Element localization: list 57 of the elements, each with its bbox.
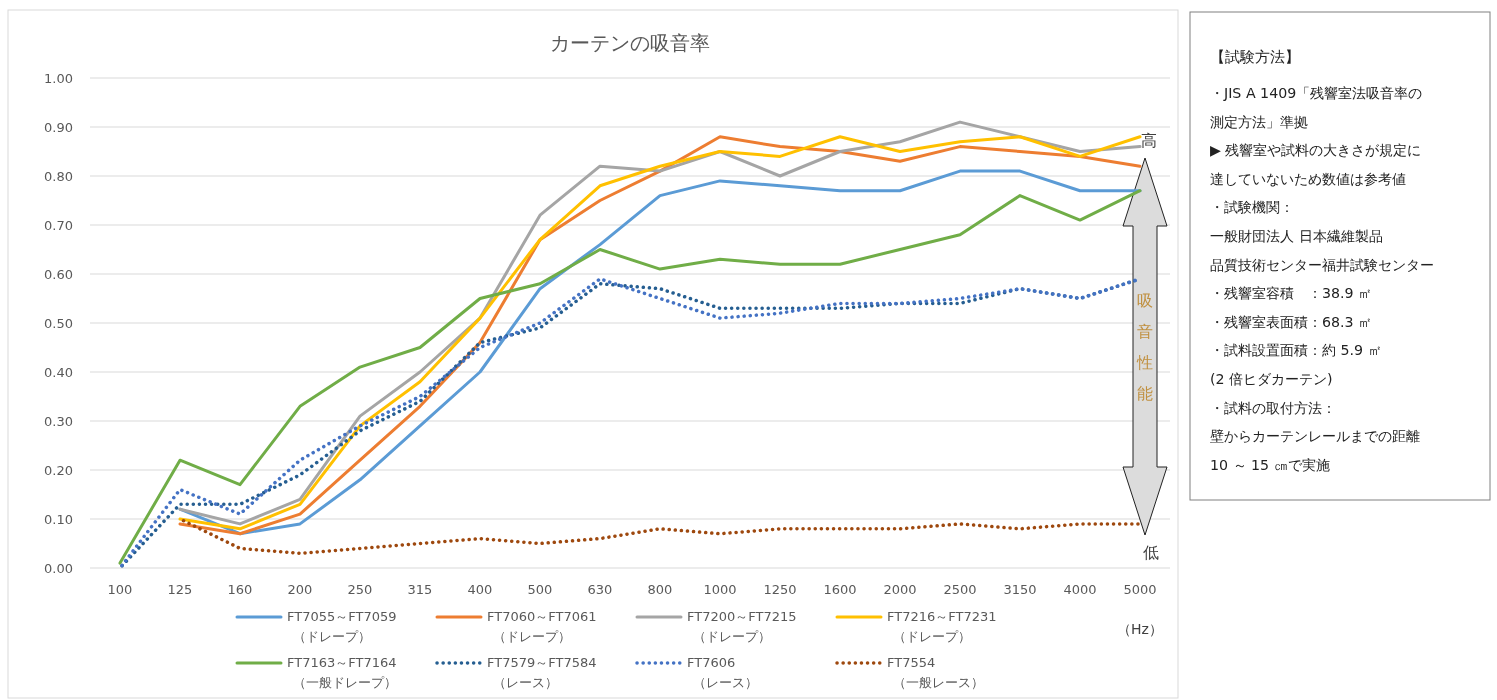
text: 一般財団法人 日本繊維製品 — [1210, 228, 1383, 244]
legend-label: FT7055～FT7059 （ドレープ） — [287, 609, 397, 644]
y-tick-label: 0.80 — [44, 169, 73, 184]
annotation: 高 — [1141, 131, 1157, 150]
x-tick-label: 200 — [287, 582, 313, 597]
x-tick-label: 400 — [467, 582, 493, 597]
x-tick-label: 4000 — [1063, 582, 1097, 597]
y-tick-label: 0.50 — [44, 316, 73, 331]
legend-label: FT7606 （レース） — [687, 655, 758, 690]
y-tick-label: 0.90 — [44, 120, 73, 135]
text: 達していないため数値は参考値 — [1210, 170, 1406, 187]
x-tick-label: 3150 — [1003, 582, 1037, 597]
legend-label: FT7554 （一般レース） — [887, 655, 984, 690]
x-tick-label: 5000 — [1123, 582, 1157, 597]
y-tick-label: 0.60 — [44, 267, 73, 282]
y-tick-label: 0.20 — [44, 463, 73, 478]
text: (2 倍ヒダカーテン) — [1210, 371, 1333, 387]
y-tick-label: 0.40 — [44, 365, 73, 380]
y-tick-label: 0.30 — [44, 414, 73, 429]
text: ・試験機関： — [1210, 199, 1294, 216]
text: ・残響室表面積：68.3 ㎡ — [1210, 313, 1373, 330]
x-tick-label: 160 — [227, 582, 253, 597]
x-axis-title: （Hz） — [1117, 621, 1163, 637]
annotation: 低 — [1143, 543, 1159, 562]
y-tick-label: 0.00 — [44, 561, 73, 576]
y-tick-label: 0.70 — [44, 218, 73, 233]
text: ・残響室容積 ：38.9 ㎡ — [1210, 285, 1373, 302]
text: ・JIS A 1409「残響室法吸音率の — [1210, 85, 1423, 101]
text: ・試料設置面積：約 5.9 ㎡ — [1210, 342, 1382, 359]
x-tick-label: 1250 — [763, 582, 797, 597]
x-tick-label: 1000 — [703, 582, 737, 597]
legend-label: FT7060～FT7061 （ドレープ） — [487, 609, 597, 644]
x-tick-label: 800 — [647, 582, 673, 597]
x-tick-label: 2500 — [943, 582, 977, 597]
legend-label: FT7163～FT7164 （一般ドレープ） — [287, 655, 397, 690]
x-tick-label: 125 — [167, 582, 193, 597]
text: ▶ 残響室や試料の大きさが規定に — [1210, 142, 1422, 159]
x-tick-label: 250 — [347, 582, 373, 597]
y-tick-label: 1.00 — [44, 71, 73, 86]
legend-label: FT7216～FT7231 （ドレープ） — [887, 609, 997, 644]
y-tick-label: 0.10 — [44, 512, 73, 527]
x-tick-label: 500 — [527, 582, 553, 597]
text: 測定方法」準拠 — [1210, 113, 1308, 130]
text: 壁からカーテンレールまでの距離 — [1210, 428, 1420, 445]
x-tick-label: 2000 — [883, 582, 917, 597]
x-tick-label: 100 — [107, 582, 133, 597]
legend-label: FT7579～FT7584 （レース） — [487, 655, 597, 690]
x-tick-label: 315 — [407, 582, 433, 597]
annotation: 吸音性能 — [1136, 291, 1153, 403]
text: ・試料の取付方法： — [1210, 399, 1336, 416]
chart-title: カーテンの吸音率 — [550, 31, 710, 55]
text: 10 ～ 15 ㎝で実施 — [1210, 456, 1330, 473]
text: 品質技術センター福井試験センター — [1210, 256, 1434, 273]
legend-label: FT7200～FT7215 （ドレープ） — [687, 609, 797, 644]
text: 【試験方法】 — [1210, 48, 1300, 66]
x-tick-label: 630 — [587, 582, 613, 597]
x-tick-label: 1600 — [823, 582, 857, 597]
